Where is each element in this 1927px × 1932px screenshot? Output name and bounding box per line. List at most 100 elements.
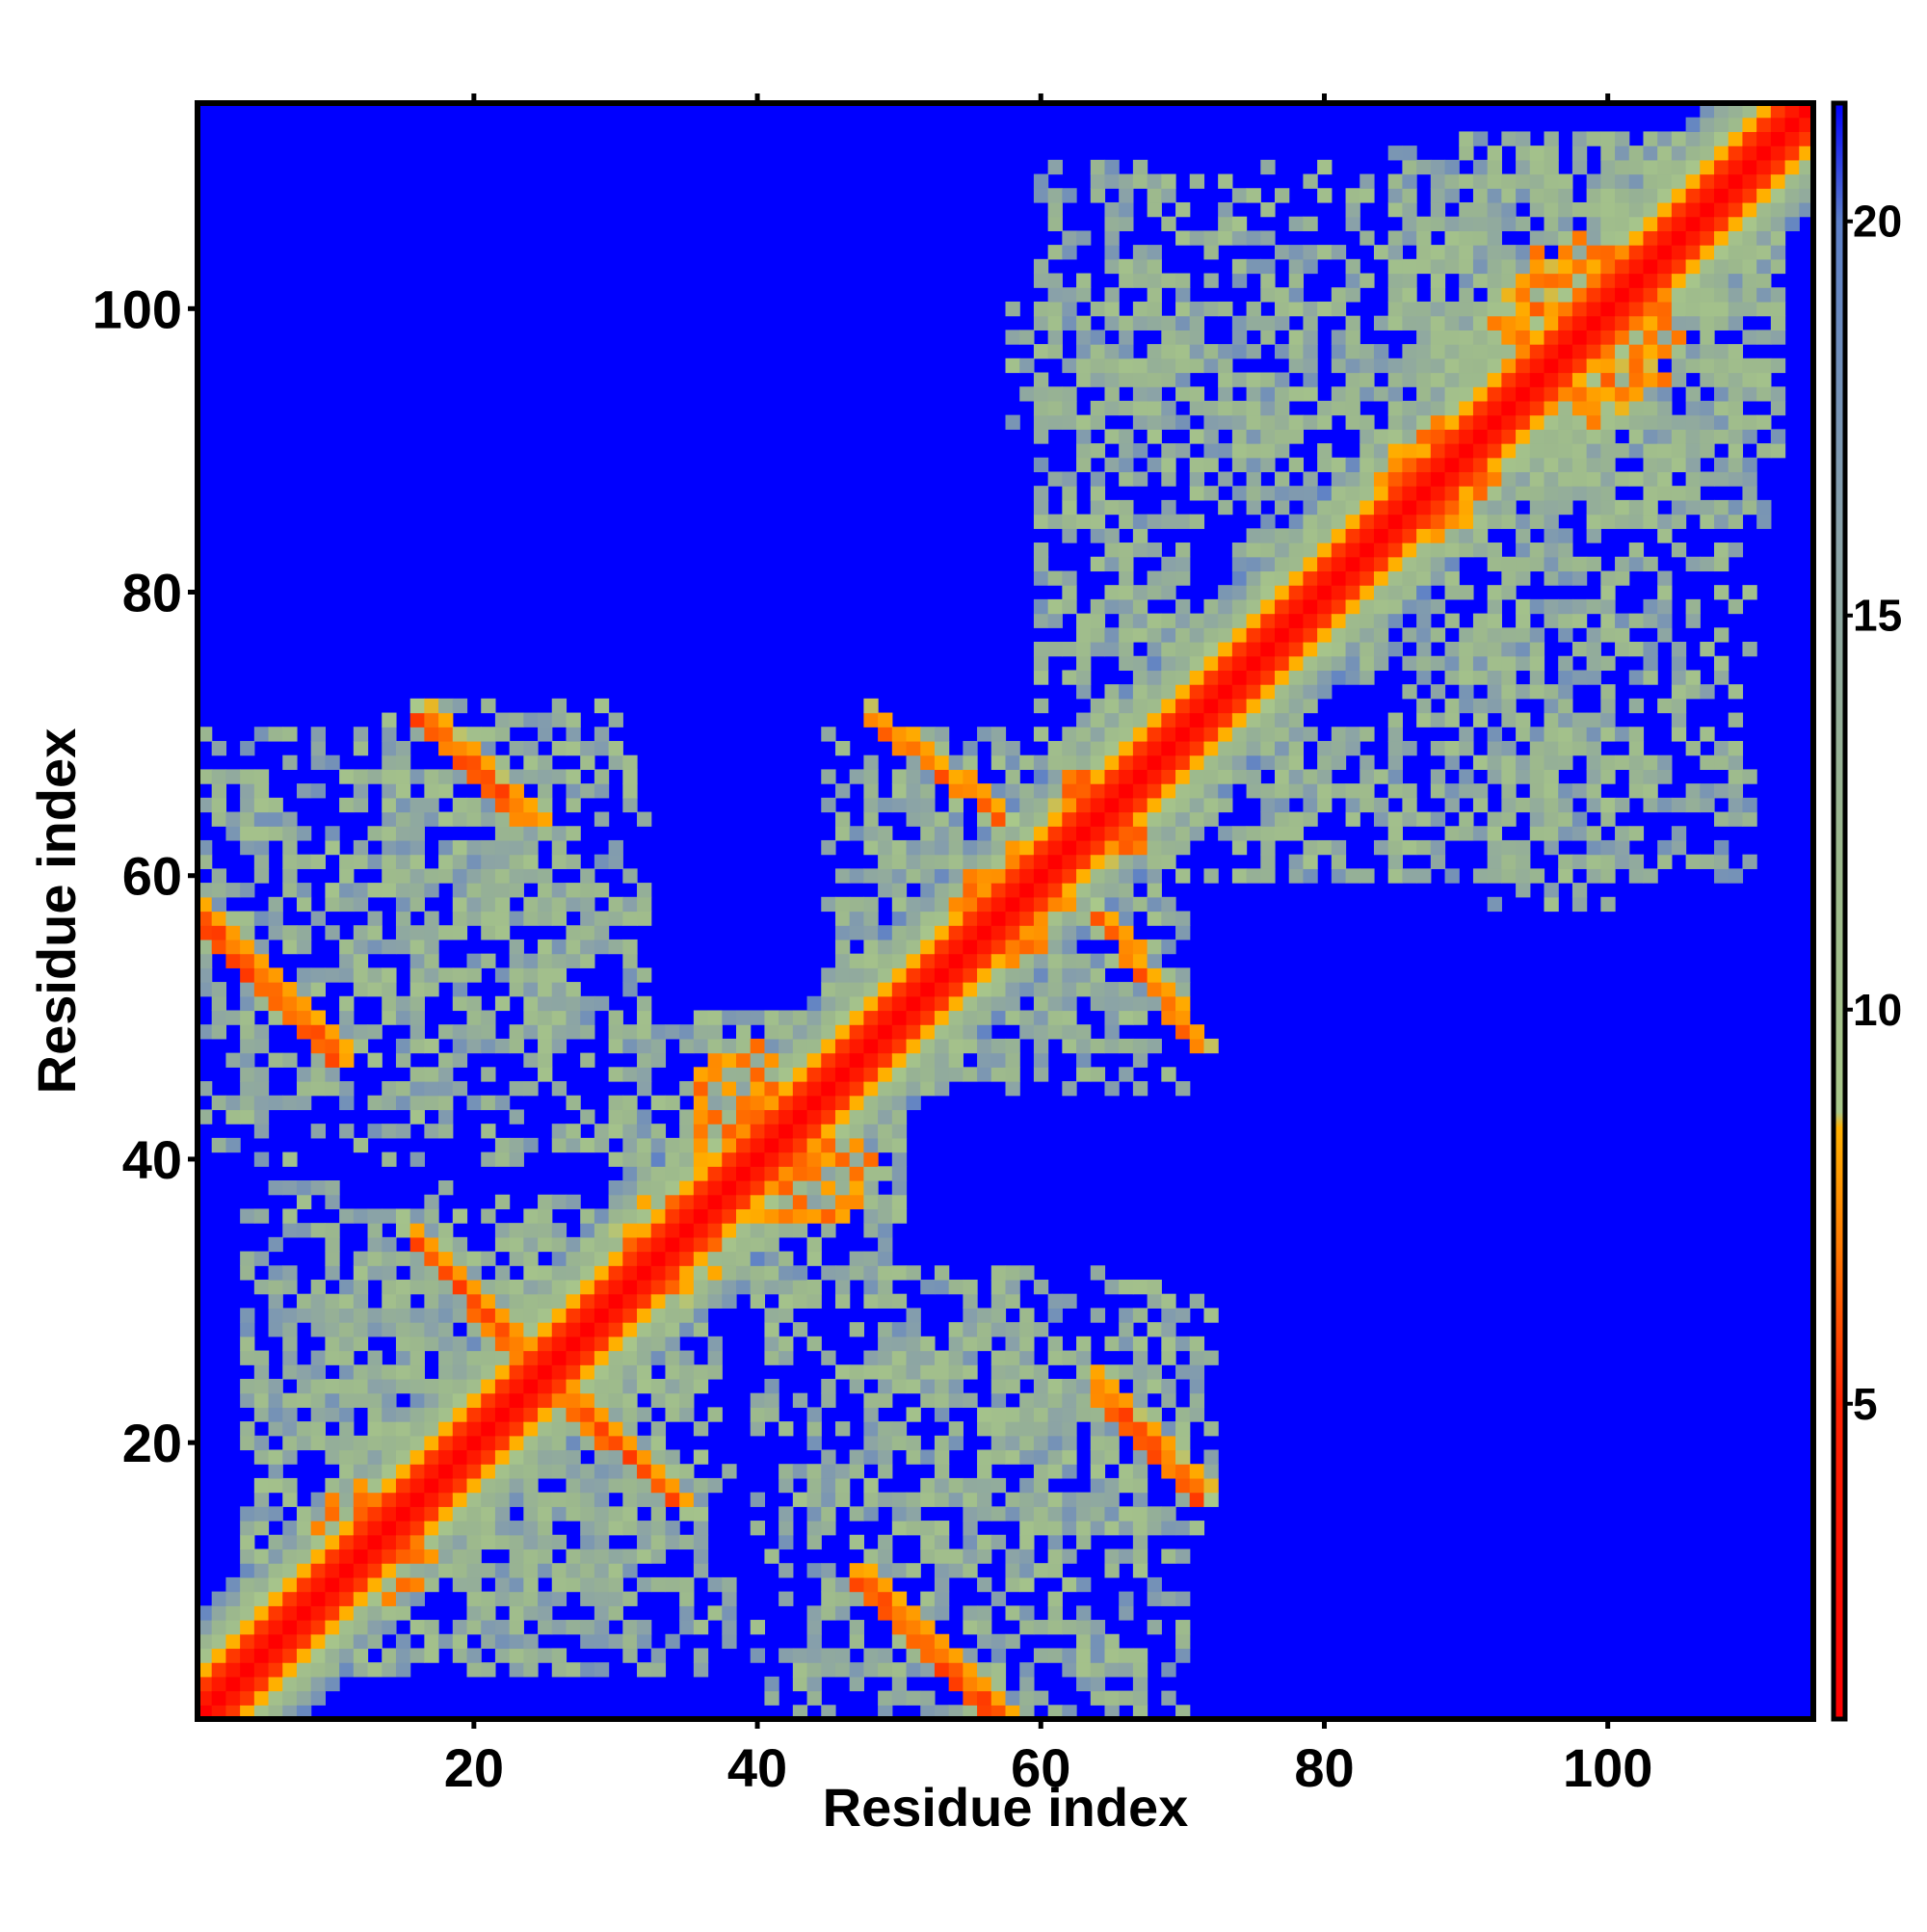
heatmap-cell [977,868,992,884]
heatmap-cell [1487,585,1502,600]
heatmap-cell [551,1081,568,1097]
heatmap-cell [1472,543,1489,558]
heatmap-cell [891,1492,908,1507]
heatmap-cell [834,1464,851,1479]
heatmap-cell [1132,543,1148,558]
heatmap-cell [566,1464,581,1479]
heatmap-cell [1685,499,1701,516]
heatmap-cell [452,1464,468,1479]
heatmap-cell [1161,1464,1176,1479]
heatmap-cell [806,1534,822,1550]
heatmap-cell [1005,1506,1020,1522]
heatmap-cell [1529,727,1545,742]
heatmap-cell [438,712,454,728]
heatmap-cell [834,967,851,983]
heatmap-cell [821,1124,836,1139]
heatmap-cell [1147,414,1162,430]
heatmap-cell [1472,486,1489,501]
heatmap-cell [693,1449,709,1465]
heatmap-cell [934,995,950,1012]
heatmap-cell [637,1521,652,1536]
heatmap-cell [551,1024,568,1040]
heatmap-cell [1643,188,1658,203]
heatmap-cell [594,1449,610,1465]
heatmap-cell [1770,386,1786,402]
heatmap-cell [1501,330,1517,345]
heatmap-cell [268,1534,283,1550]
heatmap-cell [1402,258,1417,275]
heatmap-cell [1359,754,1375,770]
heatmap-cell [1430,400,1446,416]
heatmap-cell [779,1151,794,1167]
heatmap-cell [1728,443,1744,459]
heatmap-cell [792,1705,808,1720]
heatmap-cell [963,896,978,913]
heatmap-cell [1558,684,1573,700]
heatmap-cell [523,1293,539,1309]
heatmap-cell [1147,301,1162,317]
heatmap-cell [608,1477,623,1494]
heatmap-cell [806,1067,822,1082]
heatmap-cell [1033,1378,1049,1394]
heatmap-cell [452,1038,468,1054]
heatmap-cell [1033,769,1049,784]
heatmap-cell [1062,1492,1077,1507]
heatmap-cell [1033,655,1049,672]
heatmap-cell [1047,598,1063,615]
heatmap-cell [466,1435,482,1451]
heatmap-cell [707,1052,723,1068]
heatmap-cell [198,839,213,856]
heatmap-cell [821,967,836,983]
heatmap-cell [566,1308,581,1323]
heatmap-cell [1090,754,1106,770]
heatmap-cell [806,1180,822,1196]
heatmap-cell [1628,499,1645,516]
heatmap-cell [538,754,553,770]
heatmap-cell [1019,953,1035,968]
heatmap-cell [722,1109,737,1125]
heatmap-cell [1529,146,1545,161]
heatmap-cell [494,1378,511,1394]
heatmap-cell [367,1322,383,1337]
heatmap-cell [240,1024,255,1040]
heatmap-cell [779,1308,794,1323]
heatmap-cell [1459,670,1474,685]
heatmap-cell [1090,1038,1106,1054]
heatmap-cell [1742,201,1757,218]
heatmap-cell [466,727,482,742]
heatmap-cell [225,883,241,898]
heatmap-cell [1175,301,1191,317]
heatmap-cell [523,982,539,997]
heatmap-cell [1756,146,1772,161]
heatmap-cell [395,1521,411,1536]
heatmap-cell [566,1435,581,1451]
heatmap-cell [1033,1407,1049,1422]
heatmap-cell [1345,457,1360,473]
heatmap-cell [1218,613,1233,628]
heatmap-cell [650,1024,667,1040]
heatmap-cell [920,1024,936,1040]
heatmap-cell [1076,344,1092,359]
heatmap-cell [1770,117,1786,133]
heatmap-cell [1671,499,1687,516]
heatmap-cell [1615,556,1630,572]
heatmap-cell [1444,457,1460,473]
heatmap-cell [494,1435,511,1451]
heatmap-cell [1132,443,1148,459]
heatmap-cell [538,1052,553,1068]
heatmap-cell [494,1038,511,1054]
heatmap-cell [650,1435,667,1451]
heatmap-cell [1331,570,1347,586]
heatmap-cell [608,1194,623,1210]
heatmap-cell [665,1293,680,1309]
heatmap-cell [509,1576,524,1593]
heatmap-cell [806,1464,822,1479]
heatmap-cell [806,1407,822,1422]
heatmap-cell [551,1534,568,1550]
heatmap-cell [594,1576,610,1593]
heatmap-cell [1288,613,1305,628]
heatmap-cell [1487,740,1502,756]
heatmap-cell [1303,839,1318,856]
heatmap-cell [310,1392,326,1408]
heatmap-cell [1119,400,1134,416]
